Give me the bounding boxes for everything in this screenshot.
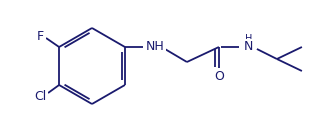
Text: H: H <box>245 34 252 44</box>
Text: N: N <box>244 41 254 53</box>
Text: NH: NH <box>146 41 164 53</box>
Text: Cl: Cl <box>34 89 46 103</box>
Text: F: F <box>36 30 43 42</box>
Text: O: O <box>214 70 224 84</box>
